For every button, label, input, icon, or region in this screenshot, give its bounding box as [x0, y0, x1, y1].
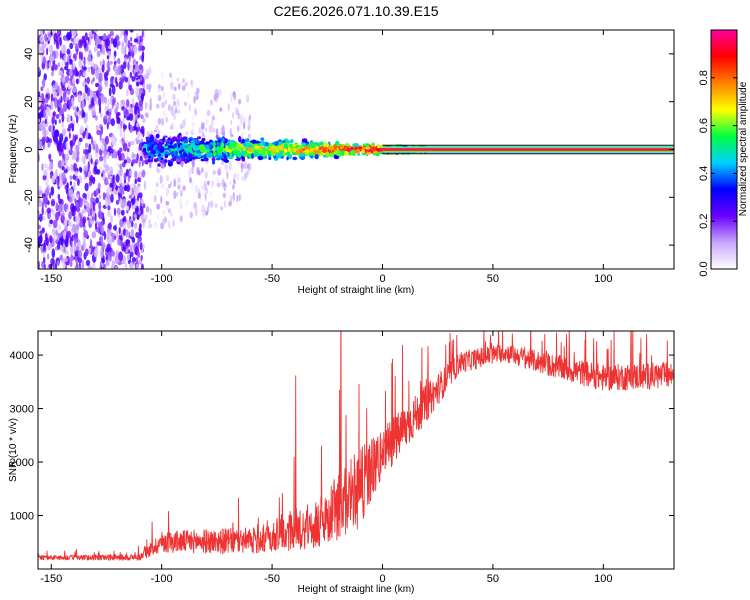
spectrogram-xtick-label: -50 [264, 273, 280, 285]
snr-ytick-label: 2000 [10, 457, 34, 469]
snr-ytick-label: 1000 [10, 511, 34, 523]
snr-xtick-label: 100 [594, 573, 612, 585]
colorbar-tick-label: 0.2 [698, 214, 710, 229]
colorbar-tick-label: 0.8 [698, 70, 710, 85]
colorbar-tick-label: 0.4 [698, 166, 710, 181]
colorbar-tick-label: 0.6 [698, 118, 710, 133]
snr-ytick-label: 4000 [10, 350, 34, 362]
spectrogram-xtick-label: 0 [379, 273, 385, 285]
spectrogram-ytick-label: -20 [23, 189, 35, 205]
spectrogram-ticks: -150 -100 -50 0 50 100 -40 -20 0 20 40 [23, 30, 674, 285]
snr-ticks: -150 -100 -50 0 50 100 1000 2000 3000 4000 [10, 331, 674, 585]
snr-xtick-label: -150 [40, 573, 62, 585]
snr-series-line [38, 331, 674, 561]
spectrogram-xtick-label: -150 [40, 273, 62, 285]
snr-xtick-label: -100 [151, 573, 173, 585]
colorbar-label: Normalized spectral amplitude [738, 81, 749, 216]
colorbar-tick-label: 0.0 [698, 261, 710, 276]
spectrogram-panel: -150 -100 -50 0 50 100 -40 -20 0 20 40 Height of s… [8, 29, 675, 296]
spectrogram-ytick-label: -40 [23, 237, 35, 253]
spectrogram-ytick-label: 0 [23, 146, 35, 152]
snr-xtick-label: 50 [487, 573, 499, 585]
spectrogram-xlabel: Height of straight line (km) [298, 285, 415, 296]
spectrogram-xtick-label: 100 [594, 273, 612, 285]
snr-ytick-label: 3000 [10, 404, 34, 416]
snr-xtick-label: 0 [379, 573, 385, 585]
colorbar-ticks: 0.0 0.2 0.4 0.6 0.8 [698, 70, 737, 277]
spectrogram-ytick-label: 40 [23, 48, 35, 60]
snr-ylabel: SNR (10 * v/v) [8, 418, 19, 482]
snr-panel: -150 -100 -50 0 50 100 1000 2000 3000 4000 Height… [8, 330, 675, 595]
snr-xlabel: Height of straight line (km) [298, 584, 415, 595]
snr-frame [37, 330, 675, 570]
snr-xtick-label: -50 [264, 573, 280, 585]
spectrogram-xtick-label: 50 [487, 273, 499, 285]
spectrogram-xtick-label: -100 [151, 273, 173, 285]
colorbar-frame [710, 29, 738, 270]
spectrogram-heatmap [38, 30, 674, 269]
figure-title: C2E6.2026.071.10.39.E15 [273, 3, 438, 19]
colorbar: 0.0 0.2 0.4 0.6 0.8 Normalized spectral ampl… [698, 29, 749, 277]
colorbar-gradient [711, 30, 737, 269]
spectrogram-ytick-label: 20 [23, 96, 35, 108]
spectrogram-ylabel: Frequency (Hz) [8, 115, 19, 184]
